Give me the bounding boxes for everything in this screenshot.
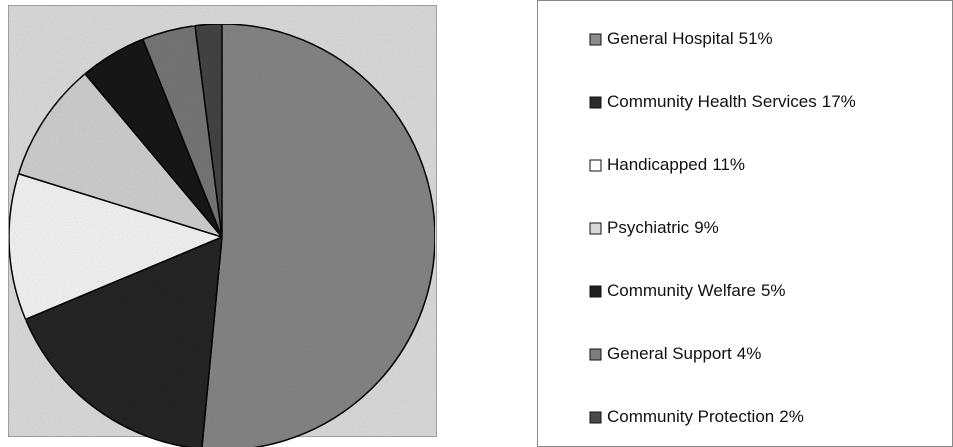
legend-value: 2% [779, 407, 804, 426]
legend-swatch [589, 348, 602, 361]
legend-swatch [589, 411, 602, 424]
legend-label: Handicapped 11% [607, 155, 745, 174]
legend-label: Psychiatric 9% [607, 218, 719, 237]
legend-label: General Support 4% [607, 344, 761, 363]
pie-slice [17, 72, 225, 239]
legend-swatch [589, 222, 602, 235]
pie-slice [8, 172, 225, 321]
legend-category: Psychiatric [607, 218, 690, 237]
legend-value: 17% [822, 92, 856, 111]
legend-value: 51% [739, 29, 773, 48]
legend: General Hospital 51% Community Health Serv… [589, 29, 856, 426]
legend-category: Community Health Services [607, 92, 817, 111]
legend-value: 9% [694, 218, 719, 237]
legend-box [537, 0, 953, 447]
legend-swatch [589, 159, 602, 172]
legend-swatch [589, 96, 602, 109]
legend-category: General Hospital [607, 29, 734, 48]
legend-label: Community Health Services 17% [607, 92, 856, 111]
pie [8, 23, 436, 447]
legend-swatch [589, 285, 602, 298]
legend-label: General Hospital 51% [607, 29, 773, 48]
legend-category: Community Welfare [607, 281, 756, 300]
legend-value: 4% [737, 344, 762, 363]
legend-label: Community Welfare 5% [607, 281, 786, 300]
pie-slice [194, 23, 223, 238]
legend-value: 11% [712, 155, 745, 174]
legend-value: 5% [761, 281, 786, 300]
legend-swatch [589, 33, 602, 46]
legend-category: Handicapped [607, 155, 707, 174]
pie-slice [24, 235, 223, 447]
legend-category: Community Protection [607, 407, 774, 426]
pie-slice [201, 23, 436, 447]
legend-category: General Support [607, 344, 732, 363]
legend-label: Community Protection 2% [607, 407, 804, 426]
